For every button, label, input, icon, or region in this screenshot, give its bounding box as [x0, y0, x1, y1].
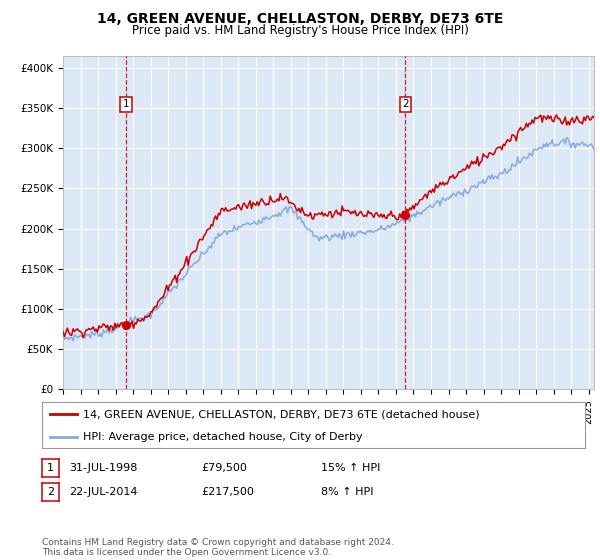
- Text: 22-JUL-2014: 22-JUL-2014: [69, 487, 137, 497]
- Text: 14, GREEN AVENUE, CHELLASTON, DERBY, DE73 6TE (detached house): 14, GREEN AVENUE, CHELLASTON, DERBY, DE7…: [83, 409, 479, 419]
- Text: Price paid vs. HM Land Registry's House Price Index (HPI): Price paid vs. HM Land Registry's House …: [131, 24, 469, 36]
- Text: £217,500: £217,500: [201, 487, 254, 497]
- Text: 1: 1: [122, 99, 129, 109]
- Text: 2: 2: [402, 99, 409, 109]
- Text: 8% ↑ HPI: 8% ↑ HPI: [321, 487, 373, 497]
- Text: 31-JUL-1998: 31-JUL-1998: [69, 463, 137, 473]
- Text: Contains HM Land Registry data © Crown copyright and database right 2024.
This d: Contains HM Land Registry data © Crown c…: [42, 538, 394, 557]
- Text: 14, GREEN AVENUE, CHELLASTON, DERBY, DE73 6TE: 14, GREEN AVENUE, CHELLASTON, DERBY, DE7…: [97, 12, 503, 26]
- Text: 2: 2: [47, 487, 54, 497]
- Text: 1: 1: [47, 463, 54, 473]
- Text: £79,500: £79,500: [201, 463, 247, 473]
- Text: HPI: Average price, detached house, City of Derby: HPI: Average price, detached house, City…: [83, 432, 362, 441]
- Text: 15% ↑ HPI: 15% ↑ HPI: [321, 463, 380, 473]
